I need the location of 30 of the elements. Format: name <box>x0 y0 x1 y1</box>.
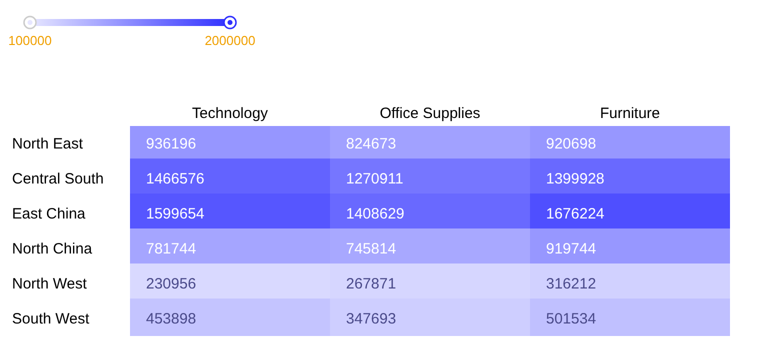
y-tick-label: East China <box>12 206 86 222</box>
data-label: 501534 <box>546 310 596 328</box>
data-label: 781744 <box>146 240 196 258</box>
data-label: 745814 <box>346 240 396 258</box>
color-scale: 100000 2000000 <box>0 0 300 60</box>
color-bar-label: 100000 <box>8 33 52 48</box>
data-label: 1599654 <box>146 206 204 222</box>
data-label: 230956 <box>146 276 196 292</box>
y-tick-label: North West <box>12 276 88 292</box>
data-label: 919744 <box>546 240 596 258</box>
x-tick-label: Technology <box>192 105 268 122</box>
y-tick-label: Central South <box>12 170 104 188</box>
data-label: 267871 <box>346 276 396 292</box>
x-tick-label: Furniture <box>600 105 660 122</box>
y-tick-label: North China <box>12 240 93 258</box>
data-label: 453898 <box>146 310 196 328</box>
data-label: 1399928 <box>546 170 604 188</box>
data-label: 347693 <box>346 310 396 328</box>
y-tick-label: South West <box>12 310 90 328</box>
data-label: 920698 <box>546 136 596 152</box>
color-bar-label: 2000000 <box>204 33 256 48</box>
data-label: 1270911 <box>346 170 404 188</box>
data-label: 316212 <box>546 276 596 292</box>
data-label: 824673 <box>346 136 396 152</box>
y-tick-label: North East <box>12 136 84 152</box>
x-tick-label: Office Supplies <box>380 105 480 122</box>
data-label: 936196 <box>146 136 196 152</box>
data-label: 1676224 <box>546 206 604 222</box>
data-label: 1466576 <box>146 170 204 188</box>
data-label: 1408629 <box>346 206 404 222</box>
